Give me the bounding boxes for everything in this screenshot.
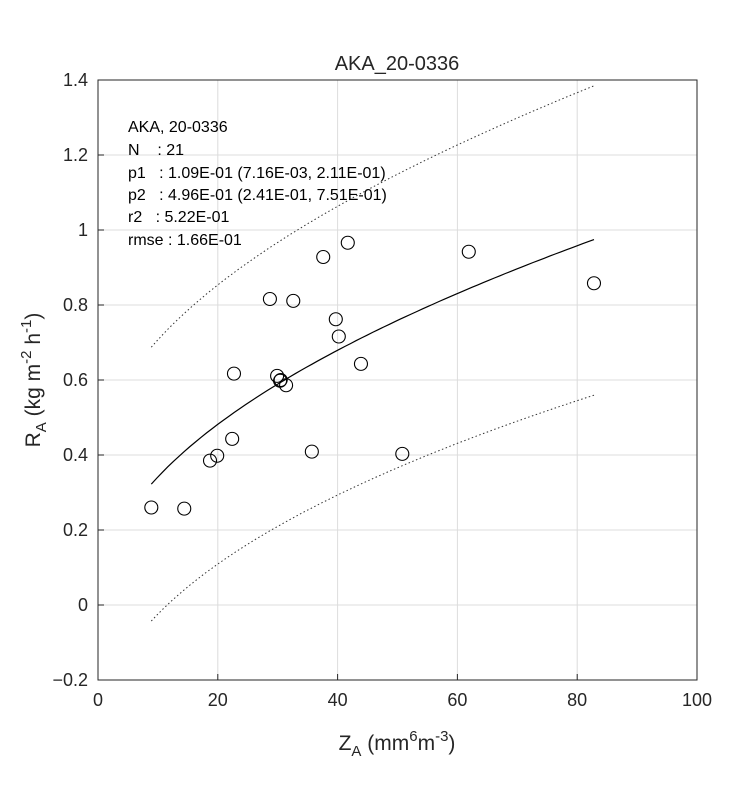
annotation-line: p2 : 4.96E-01 (2.41E-01, 7.51E-01) (128, 187, 387, 204)
x-tick-label: 0 (93, 690, 103, 710)
chart-title: AKA_20-0336 (335, 53, 460, 75)
y-axis-label: RA (kg m-2 h-1) (18, 313, 50, 448)
data-point (210, 448, 225, 463)
x-tick-label: 60 (447, 690, 467, 710)
lower-prediction-bound (150, 394, 595, 622)
data-point (226, 366, 242, 381)
data-point (202, 453, 218, 468)
data-point (586, 276, 602, 291)
y-tick-label: −0.2 (52, 670, 88, 690)
data-point (144, 500, 159, 515)
y-tick-label: 0.4 (63, 445, 88, 465)
data-point (273, 372, 288, 388)
data-point (353, 356, 369, 371)
annotation-line: N : 21 (128, 142, 184, 159)
y-tick-label: 0.8 (63, 295, 88, 315)
annotation-line: p1 : 1.09E-01 (7.16E-03, 2.11E-01) (128, 165, 386, 182)
annotation-line: rmse : 1.66E-01 (128, 232, 242, 249)
y-tick-label: 0.2 (63, 520, 88, 540)
data-point (177, 501, 192, 516)
y-tick-label: 1 (78, 220, 88, 240)
data-point (331, 329, 346, 344)
x-tick-label: 100 (682, 690, 712, 710)
x-tick-label: 40 (328, 690, 348, 710)
data-point (461, 244, 476, 259)
x-tick-label: 20 (208, 690, 228, 710)
data-point (328, 312, 343, 327)
fit-curve (150, 239, 595, 485)
data-point (225, 431, 240, 446)
data-points (144, 235, 602, 516)
annotation-line: r2 : 5.22E-01 (128, 209, 229, 226)
data-point (262, 291, 277, 307)
data-point (316, 249, 331, 265)
annotation-box: AKA, 20-0336 N : 21 p1 : 1.09E-01 (7.16E… (128, 119, 387, 249)
data-point (279, 378, 294, 393)
data-point (286, 293, 301, 308)
x-tick-label: 80 (567, 690, 587, 710)
y-tick-label: 0.6 (63, 370, 88, 390)
y-tick-label: 0 (78, 595, 88, 615)
y-tick-label: 1.4 (63, 70, 88, 90)
prediction-band (150, 85, 595, 622)
data-point (340, 235, 355, 250)
data-point (395, 446, 410, 461)
upper-prediction-bound (150, 85, 595, 348)
x-axis-label: ZA (mm6m-3) (339, 728, 456, 760)
annotation-line: AKA, 20-0336 (128, 119, 228, 136)
data-point (304, 444, 319, 459)
y-tick-label: 1.2 (63, 145, 88, 165)
ticks: 0 20 40 60 80 100−0.200.20.40.60.811.21.4 (52, 70, 712, 710)
